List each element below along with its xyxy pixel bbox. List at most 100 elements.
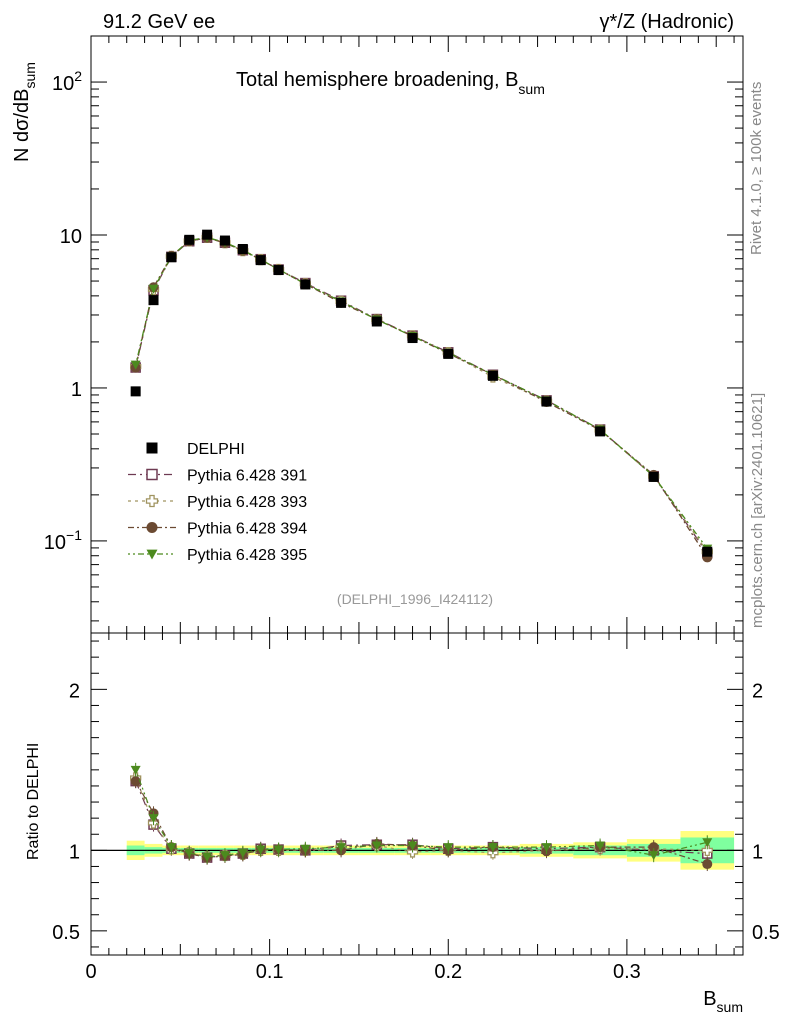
ratio-point-p395 — [648, 851, 659, 861]
legend-item-data: DELPHI — [146, 441, 245, 458]
point-data — [487, 370, 498, 381]
legend-label-data: DELPHI — [187, 441, 245, 458]
ratio-ylabel: Ratio to DELPHI — [25, 743, 42, 860]
ratio-y-tick-label-left: 0.5 — [52, 922, 80, 944]
point-data — [184, 234, 195, 245]
ratio-point-p395 — [166, 843, 177, 853]
x-axis-label-sub: sum — [717, 999, 743, 1015]
legend-marker-data — [146, 442, 158, 454]
legend-label-p393: Pythia 6.428 393 — [187, 494, 307, 511]
header-process: γ*/Z (Hadronic) — [600, 11, 734, 33]
y-tick-label: 102 — [52, 68, 82, 95]
legend-item-p394: Pythia 6.428 394 — [128, 521, 307, 538]
x-tick-label: 0.2 — [434, 961, 462, 983]
header-gamma: γ — [600, 11, 610, 33]
y-tick-label-base: 10 — [44, 532, 66, 554]
mcplots-label: mcplots.cern.ch [arXiv:2401.10621] — [749, 393, 766, 628]
point-data — [541, 396, 552, 407]
ratio-point-p395 — [443, 843, 454, 853]
legend-label-p395: Pythia 6.428 395 — [187, 547, 307, 564]
legend-item-p393: Pythia 6.428 393 — [128, 494, 307, 511]
point-data — [255, 255, 266, 266]
ratio-y-tick-label-left: 1 — [69, 841, 80, 863]
ratio-y-tick-label-right: 0.5 — [752, 922, 780, 944]
ratio-point-p395 — [300, 844, 311, 854]
legend-marker-p393 — [145, 494, 159, 508]
ratio-point-p395 — [371, 841, 382, 851]
x-axis-label: Bsum — [703, 988, 743, 1015]
analysis-tag: (DELPHI_1996_I424112) — [337, 591, 493, 607]
main-panel: Total hemisphere broadening, Bsum N dσ/d… — [11, 35, 744, 634]
point-data — [202, 229, 213, 240]
ratio-point-p395 — [487, 843, 498, 853]
series-p394 — [130, 232, 713, 563]
y-tick-label: 1 — [71, 379, 82, 401]
ratio-frame — [90, 632, 744, 956]
ratio-series — [130, 762, 713, 872]
ratio-point-p395 — [336, 843, 347, 853]
point-data — [300, 279, 311, 290]
legend-marker-p395 — [146, 549, 158, 560]
ratio-point-p395 — [202, 852, 213, 862]
point-data — [336, 297, 347, 308]
point-data — [648, 471, 659, 482]
legend: DELPHI Pythia 6.428 391 Pythia 6.428 393 Py… — [128, 441, 307, 564]
header-energy: 91.2 GeV ee — [103, 11, 215, 33]
x-tick-label: 0.3 — [613, 961, 641, 983]
ratio-y-tick-label-right: 2 — [752, 680, 763, 702]
main-ylabel: N dσ/dBsum — [11, 62, 38, 162]
point-data — [273, 265, 284, 276]
point-p395 — [148, 284, 159, 294]
point-data — [166, 252, 177, 263]
ratio-point-p394 — [130, 776, 141, 787]
legend-item-p395: Pythia 6.428 395 — [128, 547, 307, 564]
point-data — [219, 235, 230, 246]
x-tick-label: 0 — [85, 961, 96, 983]
main-ylabel-text: N dσ/dB — [11, 89, 33, 163]
ratio-point-p395 — [130, 765, 141, 775]
legend-marker-p391 — [146, 468, 158, 481]
y-tick-label-base: 10 — [52, 73, 74, 95]
ratio-point-p394 — [702, 859, 713, 870]
point-p395 — [130, 360, 141, 370]
ratio-point-p395 — [595, 841, 606, 851]
ratio-point-p395 — [184, 848, 195, 858]
ratio-point-p395 — [407, 841, 418, 851]
point-data — [407, 333, 418, 344]
point-data — [595, 426, 606, 437]
ratio-axes: 2 21 10.5 0.50 0.1 0.2 0.3 — [52, 633, 780, 983]
legend-marker-p394 — [146, 522, 158, 533]
plot-title-main: Total hemisphere broadening, B — [236, 69, 518, 91]
point-data — [130, 386, 141, 397]
point-data — [237, 243, 248, 254]
ratio-panel: Ratio to DELPHI 2 21 10.5 0.50 0.1 0.2 0.3 Bsu… — [25, 632, 780, 1015]
series-data — [130, 229, 713, 557]
main-series — [130, 229, 713, 563]
ratio-point-p395 — [237, 848, 248, 858]
ratio-point-p394 — [648, 842, 659, 853]
x-axis-label-main: B — [703, 988, 716, 1010]
y-tick-label-exp: −1 — [66, 527, 82, 543]
ratio-y-tick-label-left: 2 — [69, 680, 80, 702]
ratio-series-p395 — [130, 762, 713, 864]
ratio-point-p395 — [541, 843, 552, 853]
legend-label-p394: Pythia 6.428 394 — [187, 521, 307, 538]
main-ylabel-sub: sum — [22, 62, 38, 88]
y-tick-label: 10 — [60, 226, 82, 248]
ratio-point-p395 — [255, 845, 266, 855]
plot-title: Total hemisphere broadening, Bsum — [236, 69, 545, 97]
point-data — [443, 348, 454, 359]
ratio-point-p395 — [219, 851, 230, 861]
y-tick-label-exp: 2 — [74, 68, 82, 84]
legend-item-p391: Pythia 6.428 391 — [128, 468, 307, 485]
ratio-point-p393 — [701, 844, 713, 856]
ratio-point-p395 — [702, 838, 713, 848]
header-process-rest: */Z (Hadronic) — [610, 11, 734, 33]
x-tick-label: 0.1 — [256, 961, 284, 983]
point-data — [371, 316, 382, 327]
legend-label-p391: Pythia 6.428 391 — [187, 468, 307, 485]
rivet-label: Rivet 4.1.0, ≥ 100k events — [748, 82, 765, 255]
ratio-point-p395 — [148, 814, 159, 824]
